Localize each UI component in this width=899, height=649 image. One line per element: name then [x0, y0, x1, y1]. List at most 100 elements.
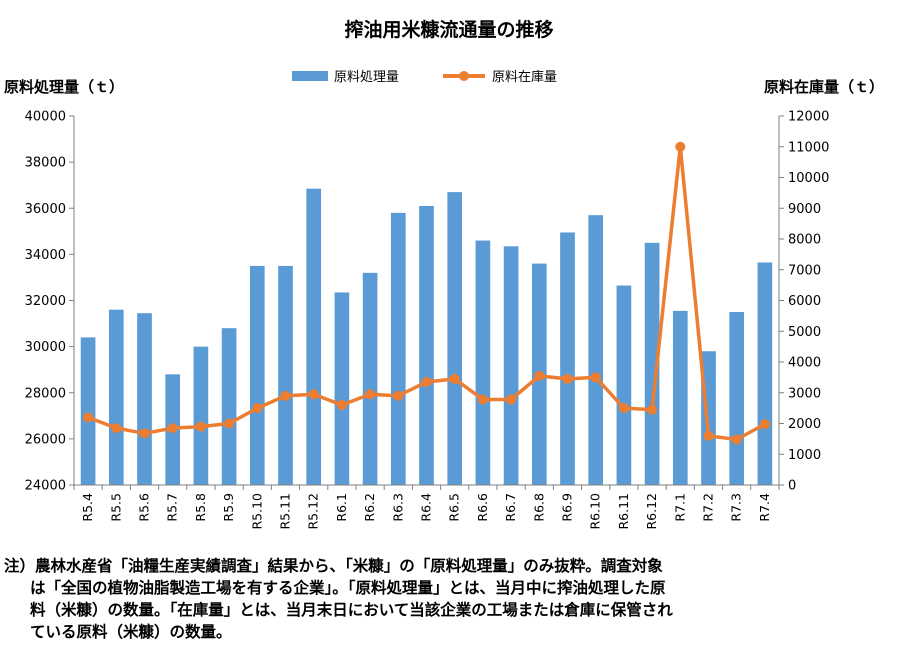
inventory-point	[111, 423, 122, 434]
x-tick-label: R7.4	[757, 493, 772, 522]
x-tick-label: R5.10	[249, 493, 264, 530]
right-tick-label: 10000	[788, 171, 829, 186]
inventory-point	[393, 390, 404, 401]
left-tick-label: 34000	[25, 248, 66, 263]
legend-swatch-bar	[292, 71, 328, 81]
right-tick-label: 0	[788, 479, 796, 494]
inventory-point	[224, 418, 235, 429]
x-tick-label: R5.11	[278, 493, 293, 530]
right-tick-label: 4000	[788, 356, 821, 371]
plot-area: 2400026000280003000032000340003600038000…	[25, 110, 830, 530]
bar	[278, 265, 293, 485]
inventory-point	[195, 421, 206, 432]
x-tick-label: R5.6	[137, 493, 152, 522]
footnote-line: ている原料（米糠）の数量。	[30, 623, 232, 641]
legend-label-processing: 原料処理量	[334, 70, 399, 85]
bar	[221, 328, 237, 485]
right-tick-label: 7000	[788, 263, 821, 278]
x-tick-label: R6.10	[588, 493, 603, 530]
bar	[672, 310, 688, 485]
x-tick-label: R6.2	[362, 493, 377, 522]
right-tick-label: 2000	[788, 417, 821, 432]
right-tick-label: 3000	[788, 386, 821, 401]
x-tick-label: R7.2	[701, 493, 716, 522]
right-tick-label: 6000	[788, 294, 821, 309]
inventory-point	[759, 419, 770, 430]
bar	[193, 346, 209, 485]
inventory-point	[139, 428, 150, 439]
footnote-line: は「全国の植物油脂製造工場を有する企業」。「原料処理量」とは、当月中に搾油処理し…	[30, 579, 666, 597]
inventory-point	[280, 390, 291, 401]
right-tick-label: 5000	[788, 325, 821, 340]
inventory-point	[647, 404, 658, 415]
inventory-point	[421, 376, 432, 387]
x-tick-label: R6.5	[447, 493, 462, 522]
inventory-point	[534, 370, 545, 381]
right-tick-label: 8000	[788, 233, 821, 248]
x-tick-label: R5.12	[306, 493, 321, 530]
bar	[588, 215, 604, 485]
left-tick-label: 26000	[25, 432, 66, 447]
bar	[419, 205, 434, 485]
x-tick-label: R7.3	[729, 493, 744, 522]
x-tick-label: R6.3	[390, 493, 405, 522]
chart-title: 搾油用米糠流通量の推移	[344, 18, 553, 41]
inventory-point	[308, 389, 319, 400]
legend-label-inventory: 原料在庫量	[492, 70, 557, 85]
left-tick-label: 28000	[25, 386, 66, 401]
inventory-point	[506, 394, 517, 405]
left-tick-label: 38000	[25, 156, 66, 171]
x-tick-label: R5.4	[80, 493, 95, 522]
inventory-point	[731, 434, 742, 445]
inventory-point	[83, 412, 94, 423]
inventory-point	[167, 423, 178, 434]
inventory-point	[252, 403, 263, 414]
right-tick-label: 12000	[788, 110, 829, 125]
inventory-point	[675, 141, 686, 152]
inventory-point	[590, 372, 601, 383]
x-tick-label: R5.9	[221, 493, 236, 522]
inventory-point	[365, 389, 376, 400]
inventory-point	[336, 400, 347, 411]
left-tick-label: 32000	[25, 294, 66, 309]
bar	[334, 292, 350, 485]
bar	[729, 312, 745, 485]
bar	[390, 212, 406, 486]
left-tick-label: 24000	[25, 479, 66, 494]
bar	[503, 246, 519, 485]
right-axis-title: 原料在庫量（ｔ）	[764, 78, 884, 96]
bar	[137, 313, 152, 485]
bar	[616, 285, 632, 485]
bar	[757, 262, 773, 485]
x-tick-label: R5.7	[165, 493, 180, 522]
right-tick-label: 11000	[788, 140, 829, 155]
inventory-point	[449, 373, 460, 384]
x-tick-label: R5.8	[193, 493, 208, 522]
x-tick-label: R6.12	[644, 493, 659, 530]
bar	[644, 242, 660, 485]
x-tick-label: R6.1	[334, 493, 349, 522]
bar	[80, 337, 96, 485]
inventory-point	[618, 403, 629, 414]
bar	[306, 188, 322, 485]
left-tick-label: 30000	[25, 340, 66, 355]
legend-swatch-marker	[459, 71, 469, 81]
inventory-point	[703, 430, 714, 441]
x-tick-label: R6.4	[419, 493, 434, 522]
chart: 搾油用米糠流通量の推移 原料処理量（ｔ） 原料在庫量（ｔ） 原料処理量 原料在庫…	[4, 18, 884, 530]
bar	[362, 272, 378, 485]
x-tick-label: R7.1	[672, 493, 687, 522]
x-tick-label: R6.7	[503, 493, 518, 522]
right-tick-label: 9000	[788, 202, 821, 217]
x-tick-label: R6.9	[560, 493, 575, 522]
bar	[447, 192, 463, 485]
bar	[560, 232, 575, 485]
bar	[475, 240, 491, 485]
left-tick-label: 40000	[25, 110, 66, 125]
bar	[108, 309, 124, 485]
footnote-line: 注）農林水産省「油糧生産実績調査」結果から、「米糠」の「原料処理量」のみ抜粋。調…	[4, 557, 663, 575]
inventory-point	[477, 394, 488, 405]
x-tick-label: R6.6	[475, 493, 490, 522]
x-tick-label: R6.11	[616, 493, 631, 530]
x-tick-label: R5.5	[108, 493, 123, 522]
